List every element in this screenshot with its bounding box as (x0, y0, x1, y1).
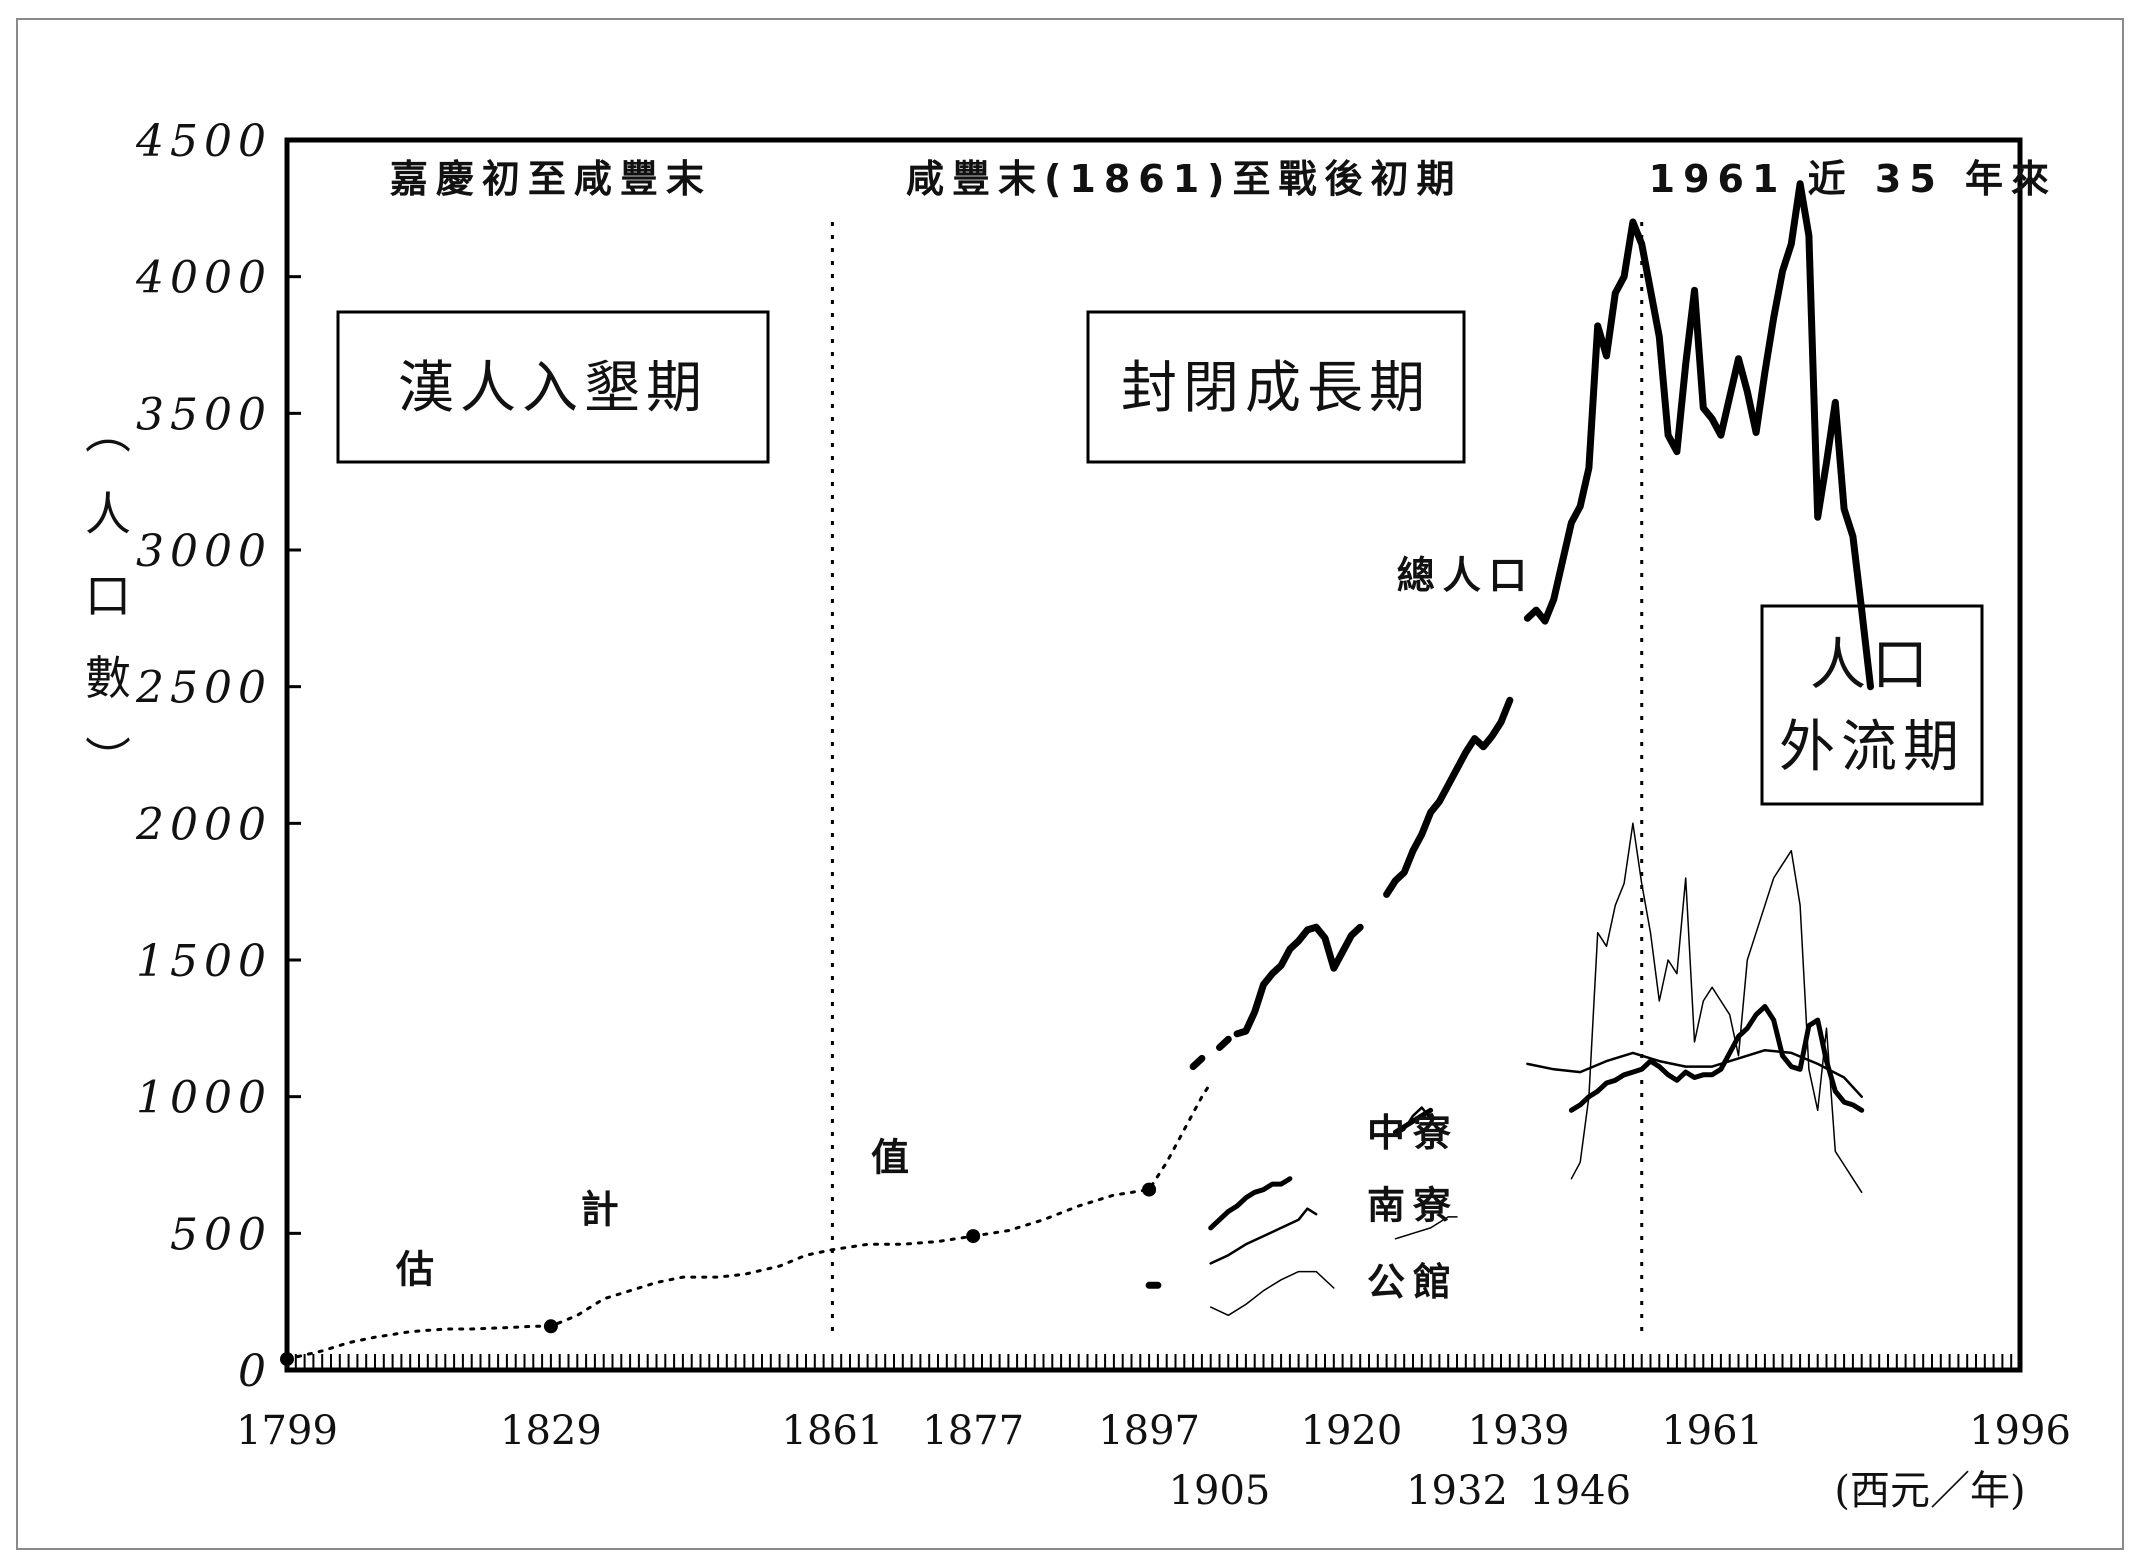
period-header: 嘉慶初至咸豐末 (390, 157, 712, 201)
period-box-label: 人口 (1810, 633, 1934, 698)
x-tick-label: 1799 (236, 1408, 338, 1454)
y-tick-label: 3500 (136, 389, 272, 440)
series-layer (280, 180, 1874, 1367)
y-axis-label-char: 數 (85, 651, 131, 705)
series-line (1526, 1048, 1863, 1098)
y-tick-label: 4000 (135, 253, 272, 304)
x-tick-label: 1861 (782, 1408, 884, 1454)
y-tick-label: 2000 (135, 799, 272, 850)
estimate-point (966, 1229, 981, 1244)
x-tick-label: 1920 (1301, 1408, 1403, 1454)
series-line (1208, 1176, 1293, 1231)
series-line (1216, 1035, 1232, 1051)
series-line (1570, 822, 1863, 1194)
series-label: 中寮 (1367, 1111, 1459, 1155)
estimate-point (543, 1319, 558, 1334)
series-label: 公館 (1367, 1260, 1459, 1304)
text-layer: 0 500 1000 1500 2000 2500 3000 3500 4000 4500 1799… (85, 116, 2071, 1514)
x-tick-label: 1829 (500, 1408, 602, 1454)
plot-border (284, 137, 2023, 1373)
period-box-label: 外流期 (1779, 715, 1965, 780)
x-tick-label: 1897 (1098, 1408, 1200, 1454)
x-tick-label: 1961 (1661, 1408, 1763, 1454)
series-line (1394, 1106, 1432, 1137)
axes-layer (284, 137, 2023, 1373)
y-tick-label: 3000 (136, 526, 272, 577)
estimate-point (1142, 1182, 1157, 1197)
annotation-label: 總人口 (1397, 553, 1535, 597)
series-line (1233, 923, 1364, 1038)
annotation-label: 估 (395, 1248, 442, 1292)
series-line (1209, 1270, 1335, 1317)
period-box (1086, 310, 1466, 464)
period-box-label: 漢人入墾期 (398, 356, 708, 421)
y-tick-label: 1000 (136, 1073, 272, 1124)
series-line (285, 1081, 1213, 1361)
x-tick-label-lower: 1946 (1529, 1468, 1631, 1514)
series-line (1568, 1004, 1865, 1113)
period-boxes (336, 310, 1984, 806)
period-header: 1961 近 35 年來 (1649, 157, 2057, 201)
y-axis-label-char: 人 (85, 487, 131, 541)
x-tick-label: 1996 (1969, 1408, 2071, 1454)
annotation-label: 計 (581, 1187, 627, 1231)
y-tick-label: 4500 (135, 116, 272, 167)
series-label: 南寮 (1367, 1183, 1459, 1227)
period-box (1760, 604, 1984, 806)
estimate-point (280, 1352, 294, 1367)
y-tick-label: 500 (170, 1209, 272, 1260)
series-line (1392, 1107, 1434, 1135)
y-axis-label-char: ︵ (85, 405, 131, 459)
y-axis-label-char: 口 (85, 569, 131, 623)
period-box (336, 310, 770, 464)
y-axis-label-char: ︶ (85, 733, 131, 787)
period-box-label: 封閉成長期 (1121, 356, 1431, 421)
series-line (1383, 696, 1514, 898)
y-tick-label: 2500 (135, 663, 272, 714)
series-line (1209, 1207, 1318, 1265)
y-tick-label: 1500 (136, 936, 272, 987)
series-line (1394, 1216, 1458, 1240)
x-axis-label: (西元／年) (1834, 1468, 2025, 1514)
x-tick-label: 1877 (922, 1408, 1024, 1454)
x-tick-label-lower: 1905 (1169, 1468, 1271, 1514)
x-tick-label: 1939 (1468, 1408, 1570, 1454)
series-line (1189, 1054, 1206, 1071)
x-tick-label-lower: 1932 (1406, 1468, 1508, 1514)
annotation-label: 值 (871, 1135, 917, 1179)
period-header: 咸豐末(1861)至戰後初期 (906, 157, 1463, 201)
y-tick-label: 0 (238, 1346, 272, 1397)
series-line (1523, 180, 1874, 691)
